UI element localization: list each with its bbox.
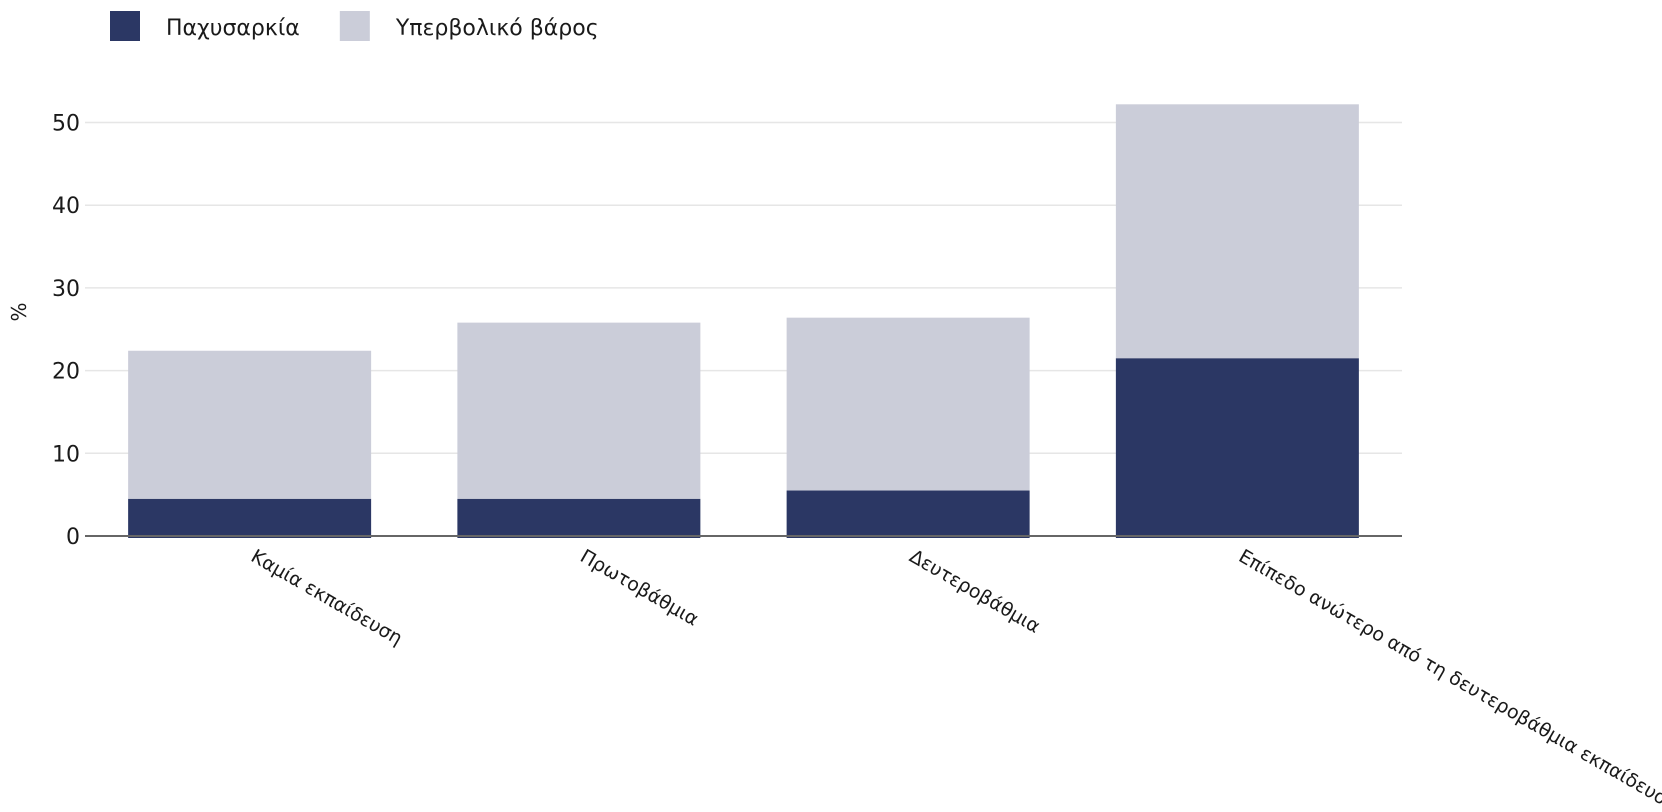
x-tick-label: Δευτεροβάθμια bbox=[906, 545, 1044, 638]
legend: Παχυσαρκία Υπερβολικό βάρος bbox=[110, 11, 599, 41]
y-tick-label: 50 bbox=[52, 112, 80, 137]
y-tick-label: 30 bbox=[52, 277, 80, 302]
x-tick-label: Πρωτοβάθμια bbox=[576, 545, 702, 630]
y-axis-ticks: 0 10 20 30 40 50 bbox=[52, 112, 80, 551]
bars bbox=[128, 104, 1359, 538]
x-axis-tick-labels: Καμία εκπαίδευση Πρωτοβάθμια Δευτεροβάθμια… bbox=[247, 545, 1662, 812]
bar-segment bbox=[457, 322, 701, 499]
bar-segment bbox=[1115, 358, 1359, 538]
bar-segment bbox=[457, 498, 701, 538]
bar-segment bbox=[786, 490, 1030, 538]
legend-label: Υπερβολικό βάρος bbox=[395, 16, 599, 41]
y-tick-label: 10 bbox=[52, 442, 80, 467]
y-tick-label: 40 bbox=[52, 194, 80, 219]
bar-segment bbox=[1115, 104, 1359, 359]
x-tick-label: Καμία εκπαίδευση bbox=[247, 545, 406, 650]
legend-swatch bbox=[110, 11, 140, 41]
bar-segment bbox=[786, 317, 1030, 491]
legend-label: Παχυσαρκία bbox=[166, 16, 300, 41]
y-axis-label: % bbox=[7, 302, 31, 321]
legend-swatch bbox=[339, 11, 370, 41]
bar-segment bbox=[128, 498, 372, 538]
y-tick-label: 0 bbox=[66, 525, 80, 550]
x-tick-label: Επίπεδο ανώτερο από τη δευτεροβάθμια εκπ… bbox=[1235, 545, 1662, 808]
y-tick-label: 20 bbox=[52, 360, 80, 385]
bar-segment bbox=[128, 350, 372, 499]
